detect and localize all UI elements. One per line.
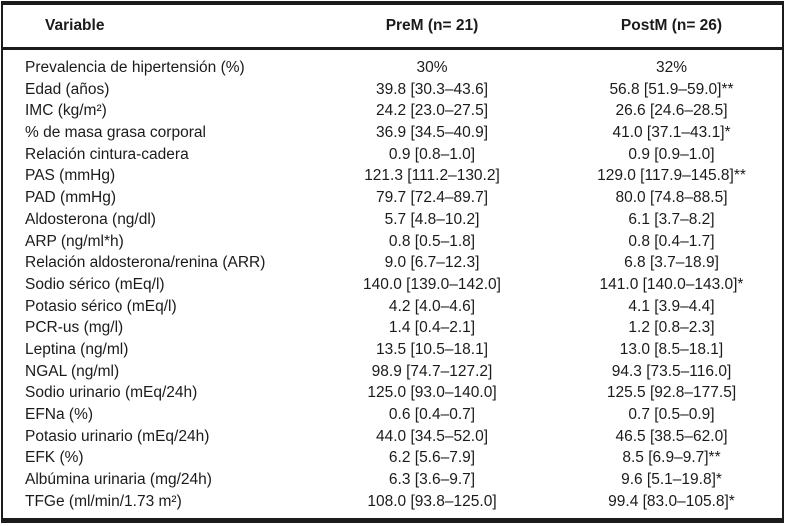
prem-value: 36.9 [34.5–40.9] <box>375 124 489 142</box>
column-header-postm: PostM (n= 26) <box>620 17 723 34</box>
variable-name: Sodio sérico (mEq/l) <box>25 275 165 293</box>
table-row: PCR-us (mg/l) 1.4 [0.4–2.1] 1.2 [0.8–2.3… <box>3 317 782 339</box>
variable-name: Aldosterona (ng/dl) <box>25 210 156 228</box>
table-row: EFK (%) 6.2 [5.6–7.9] 8.5 [6.9–9.7]** <box>3 447 782 469</box>
table-header-row: Variable PreM (n= 21) PostM (n= 26) <box>3 5 782 50</box>
table-row: Potasio urinario (mEq/24h) 44.0 [34.5–52… <box>3 426 782 448</box>
postm-value: 8.5 [6.9–9.7]** <box>622 449 721 467</box>
variable-name: PAD (mmHg) <box>25 189 116 207</box>
postm-value: 1.2 [0.8–2.3] <box>628 319 715 337</box>
prem-value: 140.0 [139.0–142.0] <box>363 275 501 293</box>
table-row: Aldosterona (ng/dl) 5.7 [4.8–10.2] 6.1 [… <box>3 209 782 231</box>
prem-value: 0.9 [0.8–1.0] <box>388 145 476 163</box>
prem-value: 0.8 [0.5–1.8] <box>388 232 476 250</box>
table-row: Sodio sérico (mEq/l) 140.0 [139.0–142.0]… <box>3 274 782 296</box>
variable-name: Relación cintura-cadera <box>25 145 189 163</box>
prem-value: 6.2 [5.6–7.9] <box>388 449 476 467</box>
postm-value: 129.0 [117.9–145.8]** <box>597 167 746 185</box>
prem-value: 24.2 [23.0–27.5] <box>375 102 489 120</box>
postm-value: 6.8 [3.7–18.9] <box>624 254 719 272</box>
variable-name: Relación aldosterona/renina (ARR) <box>25 254 266 272</box>
variable-name: IMC (kg/m²) <box>25 102 107 120</box>
table-row: IMC (kg/m²) 24.2 [23.0–27.5] 26.6 [24.6–… <box>3 100 782 122</box>
variable-name: Sodio urinario (mEq/24h) <box>25 384 198 402</box>
postm-value: 9.6 [5.1–19.8]* <box>621 471 722 489</box>
table-row: Prevalencia de hipertensión (%) 30% 32% <box>3 57 782 79</box>
postm-value: 6.1 [3.7–8.2] <box>628 210 715 228</box>
table-row: Relación cintura-cadera 0.9 [0.8–1.0] 0.… <box>3 144 782 166</box>
prem-value: 121.3 [111.2–130.2] <box>364 167 500 185</box>
variable-name: Edad (años) <box>25 80 110 98</box>
prem-value: 9.0 [6.7–12.3] <box>384 254 480 272</box>
postm-value: 125.5 [92.8–177.5] <box>606 384 737 402</box>
table-row: Leptina (ng/ml) 13.5 [10.5–18.1] 13.0 [8… <box>3 339 782 361</box>
postm-value: 32% <box>655 59 688 76</box>
prem-value: 1.4 [0.4–2.1] <box>388 319 476 337</box>
table-row: Albúmina urinaria (mg/24h) 6.3 [3.6–9.7]… <box>3 469 782 491</box>
table-row: Relación aldosterona/renina (ARR) 9.0 [6… <box>3 252 782 274</box>
variable-name: Prevalencia de hipertensión (%) <box>25 59 245 76</box>
prem-value: 4.2 [4.0–4.6] <box>388 297 476 315</box>
table-row: Sodio urinario (mEq/24h) 125.0 [93.0–140… <box>3 382 782 404</box>
variable-name: EFK (%) <box>25 449 84 467</box>
postm-value: 46.5 [38.5–62.0] <box>615 427 728 445</box>
column-header-prem: PreM (n= 21) <box>385 17 479 34</box>
table-row: Edad (años) 39.8 [30.3–43.6] 56.8 [51.9–… <box>3 79 782 101</box>
variable-name: PAS (mmHg) <box>25 167 116 185</box>
postm-value: 41.0 [37.1–43.1]* <box>612 124 731 142</box>
variable-name: Potasio sérico (mEq/l) <box>25 297 177 315</box>
table-row: TFGe (ml/min/1.73 m²) 108.0 [93.8–125.0]… <box>3 491 782 513</box>
prem-value: 5.7 [4.8–10.2] <box>384 210 480 228</box>
prem-value: 39.8 [30.3–43.6] <box>375 80 489 98</box>
postm-value: 0.7 [0.5–0.9] <box>628 406 715 423</box>
variable-name: ARP (ng/ml*h) <box>25 232 124 250</box>
variable-name: Albúmina urinaria (mg/24h) <box>25 471 212 489</box>
variable-name: % de masa grasa corporal <box>25 124 206 142</box>
prem-value: 44.0 [34.5–52.0] <box>375 427 489 445</box>
variable-name: PCR-us (mg/l) <box>25 319 124 337</box>
table-row: PAS (mmHg) 121.3 [111.2–130.2] 129.0 [11… <box>3 165 782 187</box>
column-header-variable: Variable <box>45 17 105 34</box>
table-row: EFNa (%) 0.6 [0.4–0.7] 0.7 [0.5–0.9] <box>3 404 782 426</box>
prem-value: 108.0 [93.8–125.0] <box>367 492 497 510</box>
postm-value: 99.4 [83.0–105.8]* <box>608 492 735 510</box>
postm-value: 13.0 [8.5–18.1] <box>619 340 724 358</box>
table-row: Potasio sérico (mEq/l) 4.2 [4.0–4.6] 4.1… <box>3 296 782 318</box>
postm-value: 0.9 [0.9–1.0] <box>628 145 715 163</box>
table-row: PAD (mmHg) 79.7 [72.4–89.7] 80.0 [74.8–8… <box>3 187 782 209</box>
postm-value: 0.8 [0.4–1.7] <box>628 232 715 250</box>
table-row: ARP (ng/ml*h) 0.8 [0.5–1.8] 0.8 [0.4–1.7… <box>3 231 782 253</box>
variable-name: NGAL (ng/ml) <box>25 362 120 380</box>
postm-value: 4.1 [3.9–4.4] <box>628 297 715 315</box>
variable-name: Potasio urinario (mEq/24h) <box>25 427 210 445</box>
variable-name: TFGe (ml/min/1.73 m²) <box>25 492 182 510</box>
prem-value: 13.5 [10.5–18.1] <box>375 340 489 358</box>
prem-value: 98.9 [74.7–127.2] <box>371 362 493 380</box>
postm-value: 56.8 [51.9–59.0]** <box>609 80 734 98</box>
table-row: % de masa grasa corporal 36.9 [34.5–40.9… <box>3 122 782 144</box>
prem-value: 79.7 [72.4–89.7] <box>375 189 489 207</box>
postm-value: 26.6 [24.6–28.5] <box>615 102 728 120</box>
table-row: NGAL (ng/ml) 98.9 [74.7–127.2] 94.3 [73.… <box>3 361 782 383</box>
postm-value: 80.0 [74.8–88.5] <box>615 189 728 207</box>
prem-value: 30% <box>416 59 448 76</box>
table-body: Prevalencia de hipertensión (%) 30% 32% … <box>3 50 782 512</box>
prem-value: 125.0 [93.0–140.0] <box>367 384 497 402</box>
postm-value: 141.0 [140.0–143.0]* <box>599 275 744 293</box>
prem-value: 6.3 [3.6–9.7] <box>388 471 476 489</box>
variable-name: EFNa (%) <box>25 406 94 423</box>
variable-name: Leptina (ng/ml) <box>25 340 129 358</box>
prem-value: 0.6 [0.4–0.7] <box>388 406 476 423</box>
postm-value: 94.3 [73.5–116.0] <box>611 362 732 380</box>
